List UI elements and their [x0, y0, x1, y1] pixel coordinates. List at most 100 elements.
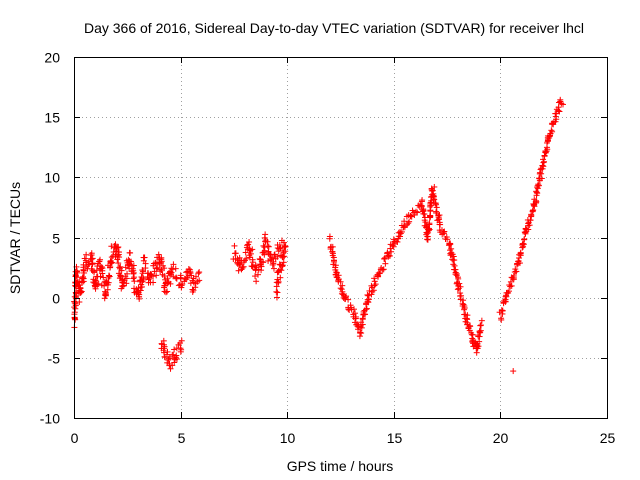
- data-point-marker: [170, 261, 177, 268]
- data-point-marker: [266, 251, 273, 258]
- data-point-marker: [185, 265, 192, 272]
- data-point-marker: [364, 291, 371, 298]
- data-point-marker: [329, 248, 336, 255]
- data-point-marker: [264, 243, 271, 250]
- data-point-marker: [473, 349, 480, 356]
- data-point-marker: [130, 270, 137, 277]
- data-point-marker: [96, 258, 103, 265]
- data-point-marker: [513, 268, 520, 275]
- x-tick-label: 0: [71, 430, 79, 446]
- data-point-marker: [457, 283, 464, 290]
- data-point-marker: [269, 261, 276, 268]
- data-point-marker: [115, 260, 122, 267]
- data-point-marker: [382, 260, 389, 267]
- data-point-marker: [178, 346, 185, 353]
- data-point-marker: [166, 360, 173, 367]
- data-point-marker: [351, 306, 358, 313]
- data-point-marker: [99, 270, 106, 277]
- data-point-marker: [74, 269, 81, 276]
- data-point-marker: [128, 258, 135, 265]
- data-point-marker: [381, 255, 388, 262]
- data-point-marker: [235, 267, 242, 274]
- data-point-marker: [339, 291, 346, 298]
- data-point-marker: [158, 259, 165, 266]
- data-point-marker: [505, 288, 512, 295]
- data-point-marker: [539, 162, 546, 169]
- data-point-marker: [379, 266, 386, 273]
- y-tick-label: -10: [40, 411, 60, 427]
- data-point-marker: [397, 233, 404, 240]
- data-point-marker: [388, 248, 395, 255]
- data-point-marker: [231, 242, 238, 249]
- data-point-marker: [553, 116, 560, 123]
- data-point-marker: [164, 348, 171, 355]
- data-point-marker: [358, 330, 365, 337]
- data-point-marker: [239, 264, 246, 271]
- data-point-marker: [265, 243, 272, 250]
- data-point-marker: [155, 251, 162, 258]
- data-point-marker: [341, 295, 348, 302]
- data-point-marker: [339, 282, 346, 289]
- x-axis-tick-labels: 0 5 10 15 20 25: [71, 430, 616, 446]
- x-tick-label: 10: [280, 430, 296, 446]
- data-point-marker: [142, 260, 149, 267]
- data-point-marker: [337, 278, 344, 285]
- data-point-marker: [426, 221, 433, 228]
- data-point-marker: [425, 227, 432, 234]
- data-point-marker: [273, 294, 280, 301]
- data-point-marker: [106, 273, 113, 280]
- data-point-marker: [72, 302, 79, 309]
- data-point-marker: [153, 265, 160, 272]
- data-point-marker: [549, 128, 556, 135]
- data-point-marker: [521, 236, 528, 243]
- data-point-marker: [386, 252, 393, 259]
- data-point-marker: [375, 269, 382, 276]
- data-point-marker: [430, 193, 437, 200]
- data-point-marker: [261, 247, 268, 254]
- data-point-marker: [280, 259, 287, 266]
- y-tick-label: 10: [44, 170, 60, 186]
- data-point-marker: [112, 241, 119, 248]
- data-point-marker: [85, 261, 92, 268]
- data-point-marker: [170, 351, 177, 358]
- data-point-marker: [474, 342, 481, 349]
- data-point-marker: [448, 245, 455, 252]
- data-point-marker: [464, 316, 471, 323]
- data-point-marker: [232, 250, 239, 257]
- data-point-marker: [538, 170, 545, 177]
- data-point-marker: [362, 311, 369, 318]
- data-point-marker: [255, 271, 262, 278]
- data-point-marker: [381, 254, 388, 261]
- data-point-marker: [507, 283, 514, 290]
- x-tick-label: 5: [178, 430, 186, 446]
- data-point-marker: [352, 313, 359, 320]
- data-point-marker: [92, 285, 99, 292]
- chart-title: Day 366 of 2016, Sidereal Day-to-day VTE…: [84, 20, 584, 36]
- data-point-marker: [556, 108, 563, 115]
- data-point-marker: [441, 228, 448, 235]
- data-point-marker: [329, 243, 336, 250]
- x-axis-label: GPS time / hours: [287, 458, 394, 474]
- data-point-marker: [270, 258, 277, 265]
- data-point-marker: [127, 249, 134, 256]
- data-point-marker: [172, 265, 179, 272]
- data-point-marker: [108, 254, 115, 261]
- data-point-marker: [501, 297, 508, 304]
- data-point-marker: [195, 270, 202, 277]
- data-point-marker: [187, 268, 194, 275]
- data-point-marker: [332, 262, 339, 269]
- data-point-marker: [557, 96, 564, 103]
- data-point-marker: [106, 272, 113, 279]
- data-point-marker: [376, 270, 383, 277]
- data-point-marker: [89, 261, 96, 268]
- data-point-marker: [95, 280, 102, 287]
- data-point-marker: [178, 337, 185, 344]
- data-point-marker: [279, 254, 286, 261]
- data-point-marker: [443, 234, 450, 241]
- data-point-marker: [178, 282, 185, 289]
- data-point-marker: [330, 261, 337, 268]
- data-point-marker: [458, 292, 465, 299]
- y-axis-label: SDTVAR / TECUs: [7, 182, 23, 294]
- data-point-marker: [188, 272, 195, 279]
- data-point-marker: [76, 298, 83, 305]
